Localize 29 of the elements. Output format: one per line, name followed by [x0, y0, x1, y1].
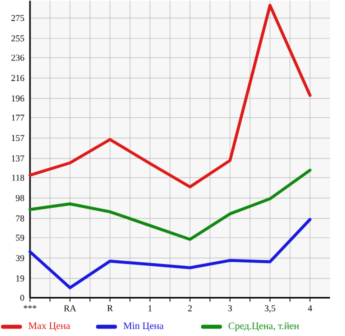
legend-label: Min Цена [123, 322, 164, 332]
y-tick-label: 0 [20, 294, 24, 301]
x-tick-label: 2 [188, 305, 192, 312]
legend-label: Max Цена [28, 322, 70, 332]
y-tick-label: 196 [12, 96, 24, 102]
y-tick-label: 39 [16, 255, 24, 262]
y-tick-label: 137 [12, 156, 24, 162]
y-tick-label: 275 [11, 15, 24, 22]
line-series [28, 168, 312, 241]
y-tick-label: 59 [16, 234, 24, 241]
y-tick-label: 78 [16, 216, 24, 222]
y-tick-label: 177 [12, 114, 24, 121]
y-tick-label: 236 [11, 54, 24, 61]
x-tick-label: 1 [148, 305, 152, 312]
y-tick-label: 255 [11, 35, 24, 42]
x-tick-label: 3,5 [264, 305, 276, 313]
y-tick-label: 19 [16, 276, 24, 282]
y-tick-label: 216 [11, 75, 24, 82]
x-tick-label: 3 [228, 305, 232, 312]
x-tick-label: 4 [308, 305, 312, 312]
line-series [28, 4, 312, 189]
y-tick-label: 157 [12, 135, 24, 142]
line-series [28, 218, 312, 290]
x-tick-label: *** [24, 305, 36, 309]
x-tick-label: RA [64, 305, 76, 312]
legend-label: Сред.Цена, т.йен [228, 322, 299, 332]
y-tick-label: 118 [12, 174, 24, 181]
x-tick-label: R [107, 305, 113, 312]
y-tick-label: 98 [16, 195, 24, 202]
